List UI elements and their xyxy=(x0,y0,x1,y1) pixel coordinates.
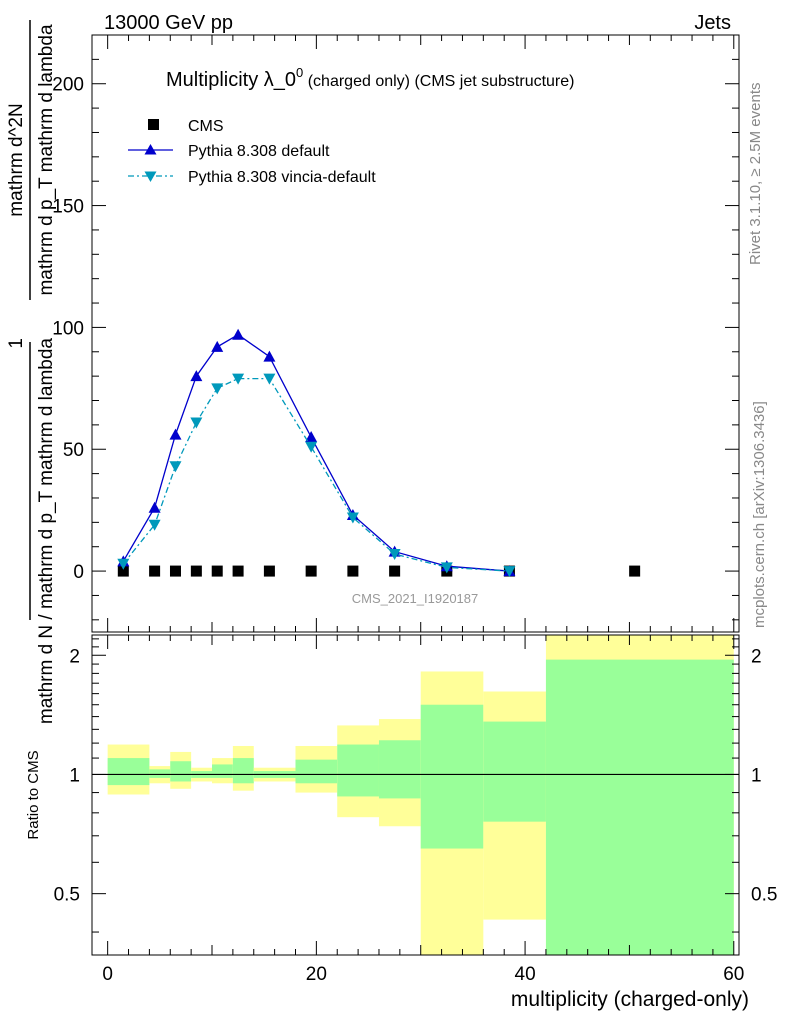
ratio-xtick-label: 60 xyxy=(723,964,744,985)
main-ytick-label: 200 xyxy=(52,75,84,96)
cms-data-point xyxy=(263,565,275,577)
pythia-default-point xyxy=(263,350,276,362)
ratio-band-green xyxy=(337,744,379,797)
ratio-ytick-label-right: 1 xyxy=(751,765,762,786)
ratio-xtick-label: 0 xyxy=(102,964,113,985)
series-line-1 xyxy=(122,333,510,572)
cms-data-point xyxy=(347,565,359,577)
ratio-ytick-label: 0.5 xyxy=(54,885,80,906)
main-panel-frame xyxy=(91,34,740,633)
ratio-xtick-label: 20 xyxy=(306,964,327,985)
pythia-vincia-point xyxy=(305,441,318,453)
ratio-band-green xyxy=(483,721,546,822)
cms-data-point xyxy=(305,565,317,577)
ratio-band-green xyxy=(149,769,171,778)
cms-data-point xyxy=(389,565,401,577)
ratio-ytick-label-right: 2 xyxy=(751,646,762,667)
ratio-ytick-label-right: 0.5 xyxy=(751,885,777,906)
cms-data-point xyxy=(232,565,244,577)
pythia-default-point xyxy=(169,428,182,440)
ratio-band-green xyxy=(545,659,734,955)
rivet-label: Rivet 3.1.10, ≥ 2.5M events xyxy=(747,83,764,266)
ratio-ylabel: Ratio to CMS xyxy=(25,750,42,839)
ratio-axis-ticks: 0.5 0.51 12 20 20 40 60 xyxy=(54,635,777,985)
ratio-band-green xyxy=(295,759,338,784)
ratio-band-green xyxy=(420,704,484,849)
main-ytick-label: 100 xyxy=(52,318,84,339)
legend-default-label: Pythia 8.308 default xyxy=(188,143,330,160)
main-axis-ticks: 0 50 100 150 200 xyxy=(52,35,739,632)
ylabel-denominator-2: mathrm d p_T mathrm d lambda xyxy=(36,24,57,295)
pythia-default-point xyxy=(211,340,224,352)
title-superscript: 0 xyxy=(296,65,303,80)
ylabel-denominator-1: mathrm d N / mathrm d p_T mathrm d lambd… xyxy=(36,338,57,725)
legend-cms-label: CMS xyxy=(188,118,224,135)
analysis-label: CMS_2021_I1920187 xyxy=(352,591,479,606)
pythia-vincia-point xyxy=(117,558,130,570)
main-ytick-label: 0 xyxy=(73,562,84,583)
legend: CMS Pythia 8.308 default Pythia 8.308 vi… xyxy=(128,118,376,186)
ratio-xtick-label: 40 xyxy=(515,964,536,985)
pythia-default-point xyxy=(232,328,245,340)
pythia-default-point xyxy=(190,370,203,382)
legend-default-marker xyxy=(144,144,157,155)
pythia-vincia-point xyxy=(388,549,401,561)
ylabel-numerator-2: mathrm d^2N xyxy=(6,103,27,216)
pythia-vincia-point xyxy=(440,562,453,574)
legend-cms-marker xyxy=(148,119,159,130)
main-ytick-label: 150 xyxy=(52,197,84,218)
main-title: Multiplicity λ_00 (charged only) (CMS je… xyxy=(166,65,574,91)
pythia-vincia-point xyxy=(503,566,516,578)
energy-label: 13000 GeV pp xyxy=(104,12,233,34)
pythia-vincia-point xyxy=(211,383,224,395)
main-ylabel: 1 mathrm d N / mathrm d p_T mathrm d lam… xyxy=(6,20,57,724)
pythia-vincia-point xyxy=(263,373,276,385)
ylabel-numerator-1: 1 xyxy=(6,338,27,349)
ratio-ytick-label: 2 xyxy=(69,646,80,667)
main-series xyxy=(117,328,641,578)
cms-data-point xyxy=(211,565,223,577)
cms-data-point xyxy=(149,565,161,577)
main-ytick-label: 50 xyxy=(63,440,84,461)
pythia-default-point xyxy=(148,501,161,513)
cms-data-point xyxy=(169,565,181,577)
cms-data-point xyxy=(629,565,641,577)
pythia-vincia-point xyxy=(232,373,245,385)
pythia-vincia-point xyxy=(148,519,161,531)
title-main-text: Multiplicity λ_0 xyxy=(166,69,296,91)
ratio-bands xyxy=(107,635,734,955)
ratio-xlabel: multiplicity (charged-only) xyxy=(511,988,749,1011)
process-label: Jets xyxy=(694,12,731,34)
pythia-vincia-point xyxy=(346,512,359,524)
cms-data-point xyxy=(190,565,202,577)
ratio-band-green xyxy=(170,761,192,782)
series-line-2 xyxy=(122,377,510,572)
pythia-vincia-point xyxy=(169,461,182,473)
pythia-vincia-point xyxy=(190,417,203,429)
ratio-band-green xyxy=(232,758,254,784)
mcplots-label: mcplots.cern.ch [arXiv:1306.3436] xyxy=(751,401,768,628)
pythia-default-point xyxy=(305,431,318,443)
title-subtext: (charged only) (CMS jet substructure) xyxy=(303,73,574,90)
legend-vincia-marker xyxy=(144,171,157,182)
legend-vincia-label: Pythia 8.308 vincia-default xyxy=(188,169,376,186)
ratio-ytick-label: 1 xyxy=(69,765,80,786)
ratio-band-green xyxy=(212,764,233,778)
cms-data-point xyxy=(117,565,129,577)
ratio-band-green xyxy=(378,740,421,799)
ratio-panel-frame xyxy=(91,634,740,956)
ratio-band-green xyxy=(107,758,150,786)
